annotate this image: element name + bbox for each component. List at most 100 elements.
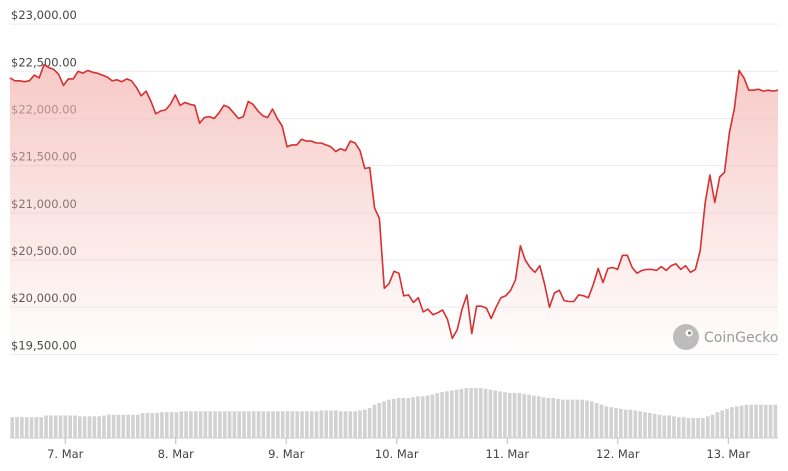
volume-bar xyxy=(135,414,140,438)
volume-bar xyxy=(686,418,691,438)
volume-bar xyxy=(667,415,671,438)
volume-bar xyxy=(672,416,676,438)
volume-bar xyxy=(696,418,700,438)
volume-bar xyxy=(594,403,599,438)
volume-bar xyxy=(730,407,734,438)
volume-bar xyxy=(614,408,618,438)
volume-bar xyxy=(507,393,512,438)
volume-bar xyxy=(271,411,275,438)
volume-bar xyxy=(517,393,522,438)
volume-bar xyxy=(102,415,106,438)
volume-bar xyxy=(227,411,232,438)
volume-bar xyxy=(440,392,444,438)
volume-bar xyxy=(469,388,473,438)
volume-bar xyxy=(126,414,130,438)
volume-bar xyxy=(338,411,343,438)
volume-bar xyxy=(705,416,710,438)
volume-bar xyxy=(164,412,169,438)
volume-bar xyxy=(377,403,382,438)
volume-bar xyxy=(744,404,749,438)
volume-bar xyxy=(628,409,633,438)
watermark-text: CoinGecko xyxy=(704,330,778,346)
volume-bar xyxy=(445,391,449,438)
volume-bar xyxy=(242,411,246,438)
volume-bar xyxy=(213,411,217,438)
volume-bars xyxy=(10,388,778,438)
volume-bar xyxy=(561,399,565,438)
volume-bar xyxy=(681,417,686,438)
volume-bar xyxy=(541,397,546,438)
volume-bar xyxy=(300,411,304,438)
volume-bar xyxy=(363,409,367,438)
volume-bar xyxy=(131,414,135,438)
volume-bar xyxy=(416,396,420,438)
volume-bar xyxy=(401,398,406,438)
volume-bar xyxy=(609,407,613,438)
volume-bar xyxy=(512,393,517,438)
coingecko-watermark: CoinGecko xyxy=(673,324,778,350)
volume-bar xyxy=(691,418,696,438)
y-tick-label: $23,000.00 xyxy=(11,8,77,22)
volume-bar xyxy=(145,413,150,438)
gecko-pupil-icon xyxy=(687,331,692,335)
volume-bar xyxy=(358,410,362,438)
volume-bar xyxy=(208,411,213,438)
volume-bar xyxy=(493,390,498,438)
volume-bar xyxy=(662,415,667,438)
volume-bar xyxy=(319,410,324,438)
volume-bar xyxy=(623,409,628,438)
volume-bar xyxy=(193,411,198,438)
volume-bar xyxy=(49,415,53,438)
x-tick-label: 8. Mar xyxy=(158,447,195,461)
volume-bar xyxy=(464,388,469,438)
volume-bar xyxy=(237,411,242,438)
volume-bar xyxy=(20,417,24,438)
volume-bar xyxy=(715,412,720,438)
volume-bar xyxy=(324,410,328,438)
volume-bar xyxy=(638,411,642,438)
volume-bar xyxy=(633,410,638,438)
volume-bar xyxy=(498,391,502,438)
volume-bar xyxy=(39,417,44,438)
x-tick-label: 10. Mar xyxy=(375,447,419,461)
volume-bar xyxy=(58,415,63,438)
volume-bar xyxy=(391,398,396,438)
volume-bar xyxy=(256,411,261,438)
volume-bar xyxy=(454,389,459,438)
volume-bar xyxy=(425,395,430,438)
volume-bar xyxy=(44,415,48,438)
volume-bar xyxy=(759,404,763,438)
volume-bar xyxy=(599,404,604,438)
volume-bar xyxy=(590,401,594,438)
volume-bar xyxy=(739,405,744,438)
volume-bar xyxy=(522,393,527,438)
volume-bar xyxy=(488,389,493,438)
volume-bar xyxy=(73,415,77,438)
volume-bar xyxy=(169,412,174,438)
volume-bar xyxy=(449,390,454,438)
volume-bar xyxy=(657,414,662,438)
volume-bar xyxy=(295,411,300,438)
volume-bar xyxy=(720,410,725,438)
volume-bar xyxy=(768,404,773,438)
volume-bar xyxy=(174,412,179,438)
volume-bar xyxy=(305,411,309,438)
volume-bar xyxy=(565,399,570,438)
volume-bar xyxy=(184,411,188,438)
volume-bar xyxy=(121,414,126,438)
volume-bar xyxy=(266,411,271,438)
volume-bar xyxy=(459,388,464,438)
volume-bar xyxy=(556,398,560,438)
y-tick-label: $22,500.00 xyxy=(11,55,77,69)
volume-bar xyxy=(107,414,111,438)
volume-bar xyxy=(29,417,34,438)
volume-bar xyxy=(478,388,483,438)
x-tick-label: 7. Mar xyxy=(47,447,84,461)
volume-bar xyxy=(643,412,647,438)
volume-bar xyxy=(604,406,609,438)
volume-bar xyxy=(652,413,657,438)
volume-bar xyxy=(329,410,333,438)
volume-bar xyxy=(285,411,290,438)
volume-bar xyxy=(34,417,39,438)
volume-bar xyxy=(734,406,739,438)
